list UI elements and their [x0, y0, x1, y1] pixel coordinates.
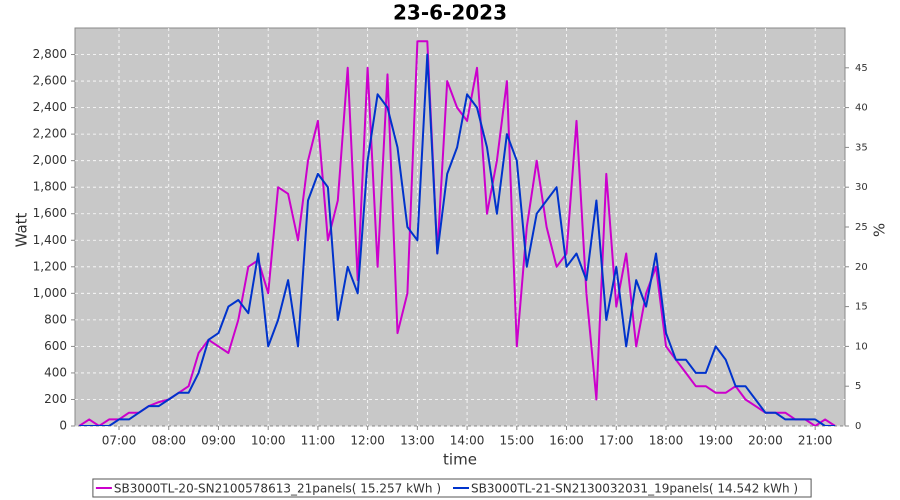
x-tick-label: 18:00	[649, 434, 684, 448]
x-tick-label: 14:00	[450, 434, 485, 448]
x-tick-label: 19:00	[698, 434, 733, 448]
y-tick-label: 2,000	[33, 153, 67, 167]
y-tick-label: 2,600	[33, 74, 67, 88]
x-tick-label: 20:00	[748, 434, 783, 448]
legend-label: SB3000TL-21-SN2130032031_19panels( 14.54…	[471, 482, 798, 496]
x-tick-label: 17:00	[599, 434, 634, 448]
x-tick-label: 11:00	[301, 434, 336, 448]
y-tick-label: 200	[44, 392, 67, 406]
x-tick-label: 15:00	[500, 434, 535, 448]
x-tick-label: 13:00	[400, 434, 435, 448]
y2-tick-label: 10	[855, 341, 868, 352]
y2-tick-label: 35	[855, 142, 868, 153]
y-tick-label: 400	[44, 365, 67, 379]
y2-tick-label: 5	[855, 381, 861, 392]
y2-tick-label: 45	[855, 63, 868, 74]
x-tick-label: 10:00	[251, 434, 286, 448]
series-line	[78, 40, 836, 426]
y2-tick-label: 20	[855, 262, 868, 273]
y-tick-label: 1,000	[33, 286, 67, 300]
x-tick-label: 09:00	[201, 434, 236, 448]
legend-label: SB3000TL-20-SN2100578613_21panels( 15.25…	[114, 482, 441, 496]
plot-area	[74, 27, 846, 427]
y2-tick-label: 15	[855, 302, 868, 313]
x-axis-label: time	[443, 451, 477, 469]
x-tick-label: 08:00	[151, 434, 186, 448]
x-tick-label: 12:00	[350, 434, 385, 448]
y-tick-label: 1,200	[33, 259, 67, 273]
y2-tick-label: 30	[855, 182, 868, 193]
y-axis-label: Watt	[13, 212, 31, 247]
y2-tick-label: 0	[855, 421, 861, 432]
y2-tick-label: 25	[855, 222, 868, 233]
legend-box	[92, 478, 812, 498]
y-tick-label: 1,800	[33, 180, 67, 194]
y-tick-label: 2,200	[33, 127, 67, 141]
y-tick-label: 1,400	[33, 233, 67, 247]
series-line	[79, 53, 836, 426]
y-tick-label: 1,600	[33, 206, 67, 220]
x-tick-label: 21:00	[798, 434, 833, 448]
y2-tick-label: 40	[855, 103, 868, 114]
x-tick-label: 16:00	[549, 434, 584, 448]
y-tick-label: 0	[59, 419, 67, 433]
y2-axis-label: %	[871, 223, 889, 237]
y-tick-label: 600	[44, 339, 67, 353]
x-tick-label: 07:00	[102, 434, 137, 448]
y-tick-label: 800	[44, 312, 67, 326]
chart-title: 23-6-2023	[393, 1, 507, 25]
y-tick-label: 2,800	[33, 47, 67, 61]
y-tick-label: 2,400	[33, 100, 67, 114]
